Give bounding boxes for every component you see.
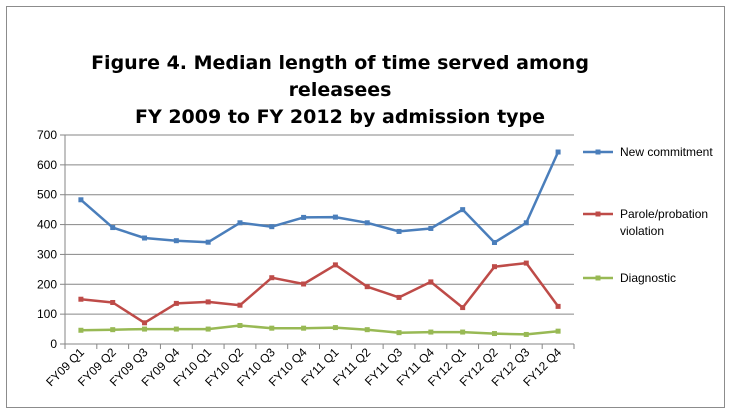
legend-label: violation xyxy=(620,224,664,238)
data-point xyxy=(301,325,307,331)
data-point xyxy=(173,238,179,244)
y-tick-label: 100 xyxy=(37,307,57,321)
data-point xyxy=(301,281,307,287)
data-point xyxy=(555,149,561,155)
data-point xyxy=(205,239,211,245)
data-point xyxy=(78,327,84,333)
data-point xyxy=(110,225,116,231)
series-line xyxy=(80,324,559,336)
y-tick-label: 500 xyxy=(37,188,57,202)
data-point xyxy=(396,294,402,300)
y-tick-label: 600 xyxy=(37,158,57,172)
data-point xyxy=(205,299,211,305)
y-tick-label: 700 xyxy=(37,128,57,142)
data-point xyxy=(110,299,116,305)
y-tick-label: 200 xyxy=(37,277,57,291)
legend-label: New commitment xyxy=(620,145,713,159)
data-point xyxy=(205,326,211,332)
data-point xyxy=(173,300,179,306)
data-point xyxy=(491,331,497,337)
chart-title-line-1: Figure 4. Median length of time served a… xyxy=(91,52,589,101)
data-point xyxy=(332,325,338,331)
data-point xyxy=(555,328,561,334)
data-point xyxy=(269,325,275,331)
data-point xyxy=(460,329,466,335)
data-point xyxy=(555,303,561,309)
data-point xyxy=(428,279,434,285)
data-point xyxy=(364,284,370,290)
data-point xyxy=(142,326,148,332)
data-point xyxy=(78,296,84,302)
data-point xyxy=(364,327,370,333)
data-point xyxy=(237,220,243,226)
legend-marker xyxy=(595,275,601,281)
legend-marker xyxy=(595,149,601,155)
data-point xyxy=(332,262,338,268)
data-point xyxy=(142,320,148,326)
legend-label: Diagnostic xyxy=(620,271,676,285)
data-point xyxy=(110,327,116,333)
data-point xyxy=(396,228,402,234)
chart-title: Figure 4. Median length of time served a… xyxy=(60,50,620,131)
data-point xyxy=(142,235,148,241)
y-tick-label: 400 xyxy=(37,218,57,232)
data-point xyxy=(460,305,466,311)
data-point xyxy=(460,207,466,213)
data-point xyxy=(523,260,529,266)
data-point xyxy=(523,331,529,337)
data-point xyxy=(396,330,402,336)
data-point xyxy=(78,197,84,203)
legend-label: Parole/probation xyxy=(620,207,708,221)
chart-title-line-2: FY 2009 to FY 2012 by admission type xyxy=(134,106,546,128)
data-point xyxy=(523,220,529,226)
data-point xyxy=(364,220,370,226)
data-point xyxy=(237,322,243,328)
data-point xyxy=(269,224,275,230)
y-tick-label: 0 xyxy=(50,337,57,351)
data-point xyxy=(332,214,338,220)
data-point xyxy=(428,225,434,231)
data-point xyxy=(491,239,497,245)
data-point xyxy=(173,326,179,332)
series-line xyxy=(80,151,560,244)
chart-frame xyxy=(6,6,725,408)
data-point xyxy=(269,275,275,281)
data-point xyxy=(491,264,497,270)
series-line xyxy=(80,261,560,325)
data-point xyxy=(301,214,307,220)
data-point xyxy=(237,302,243,308)
y-tick-label: 300 xyxy=(37,247,57,261)
data-point xyxy=(428,329,434,335)
legend-marker xyxy=(595,211,601,217)
